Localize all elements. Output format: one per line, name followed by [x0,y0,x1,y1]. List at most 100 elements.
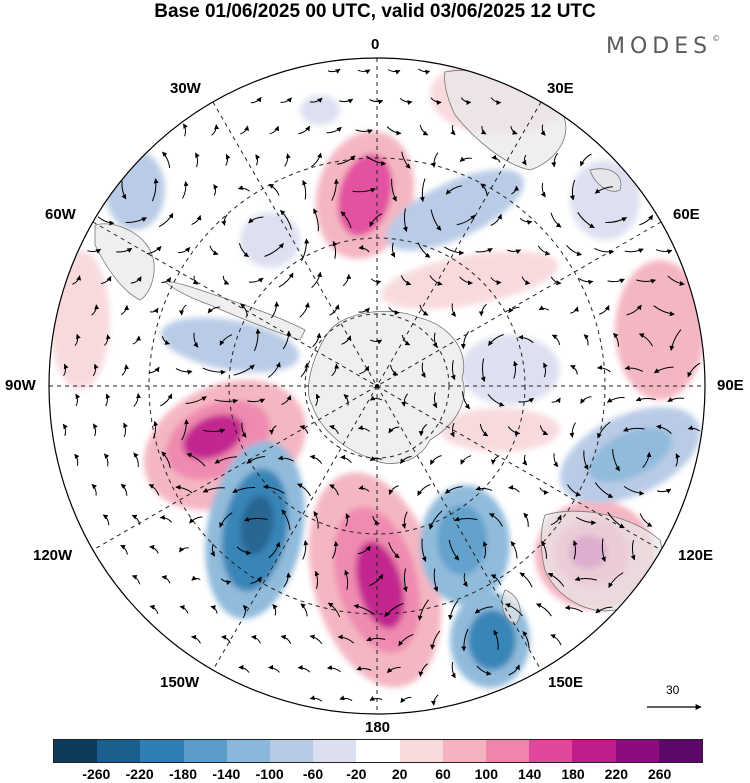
wind-vector [74,333,81,347]
wind-vector [370,278,382,285]
lon-label-120w: 120W [33,547,73,564]
wind-vector [149,604,159,615]
wind-vector [388,426,400,434]
wind-vector [309,454,323,464]
wind-vector [491,154,501,163]
wind-vector [606,397,625,403]
wind-vector [366,636,386,642]
wind-vector [630,539,636,561]
wind-vector [608,572,624,588]
lon-label-150e: 150E [548,674,584,691]
wind-vector [161,574,171,584]
wind-vector [594,247,615,255]
wind-vector [281,395,292,405]
wind-vector [203,428,226,434]
colorbar-tick-label: -140 [212,766,241,782]
wind-vector [104,453,110,467]
wind-vector [191,575,201,581]
wind-vector [547,572,565,587]
wind-vector [336,155,356,165]
colorbar-swatch [399,740,443,762]
wind-vector [384,602,404,617]
wind-vector [624,365,644,372]
wind-vector [429,275,443,286]
wind-vector [191,634,201,644]
wind-vector [536,603,552,617]
wind-vector [522,454,528,466]
wind-vector [182,123,188,137]
wind-vector [342,273,352,287]
wind-vector [97,216,115,226]
wind-vector [567,484,581,497]
wind-vector [430,455,442,465]
wind-vector [460,455,472,465]
wind-vector [539,487,549,496]
wind-vector [623,427,645,432]
wind-vector [329,484,339,496]
wind-vector [638,333,654,347]
colorbar-tick-label: -60 [302,766,324,782]
wind-vector [369,573,384,587]
wind-vector [207,306,220,314]
wind-vector [569,179,576,201]
wind-vector [459,276,473,286]
wind-vector [543,362,548,378]
wind-vector [388,541,400,559]
wind-vector [178,247,191,254]
colorbar-tick-label: 180 [561,766,585,782]
wind-vector [331,178,340,201]
wind-vector [450,303,457,317]
colorbar-tick-label: -180 [168,766,198,782]
wind-vector [639,513,653,527]
wind-vector [369,339,383,345]
wind-vector [490,455,500,465]
wind-vector [63,363,69,377]
wind-vector [340,454,352,464]
wind-vector [236,546,252,556]
wind-vector [268,664,280,673]
wind-vector [162,151,171,169]
wind-vector [149,307,159,314]
wind-vector [300,362,310,378]
wind-vector [419,178,426,202]
wind-vector [475,247,493,253]
wind-vector [357,545,371,555]
wind-vector [284,153,291,167]
wind-vector [211,124,220,136]
wind-vector [314,570,320,589]
wind-vector [550,634,562,646]
wind-vector [271,301,280,319]
wind-vector [387,69,401,75]
wind-vector [125,217,147,223]
wind-vector [459,156,472,162]
wind-vector [221,214,228,226]
wind-vector [340,211,352,229]
wind-vector [448,600,459,621]
wind-vector [186,452,206,467]
wind-vector [508,664,520,676]
wind-vector [175,368,193,375]
wind-vector [160,393,173,407]
wind-vector [269,125,280,135]
wind-vector [358,307,370,314]
wind-vector [419,124,429,136]
wind-vector [358,485,370,492]
wind-vector [148,366,160,374]
wind-vector [353,603,375,615]
wind-vector [400,275,412,286]
wind-vector [278,272,294,288]
wind-vector [508,306,520,313]
wind-vector [133,452,139,468]
wind-vector [299,424,309,434]
wind-vector [401,511,408,529]
colorbar-tick-label: -20 [346,766,367,782]
wind-vector [460,331,470,350]
wind-vector [237,185,250,192]
wind-vector [301,238,310,262]
wind-vector [551,152,559,168]
wind-vector [518,397,535,403]
wind-vector [310,152,323,168]
wind-vector [222,275,230,285]
wind-vector [221,634,231,644]
